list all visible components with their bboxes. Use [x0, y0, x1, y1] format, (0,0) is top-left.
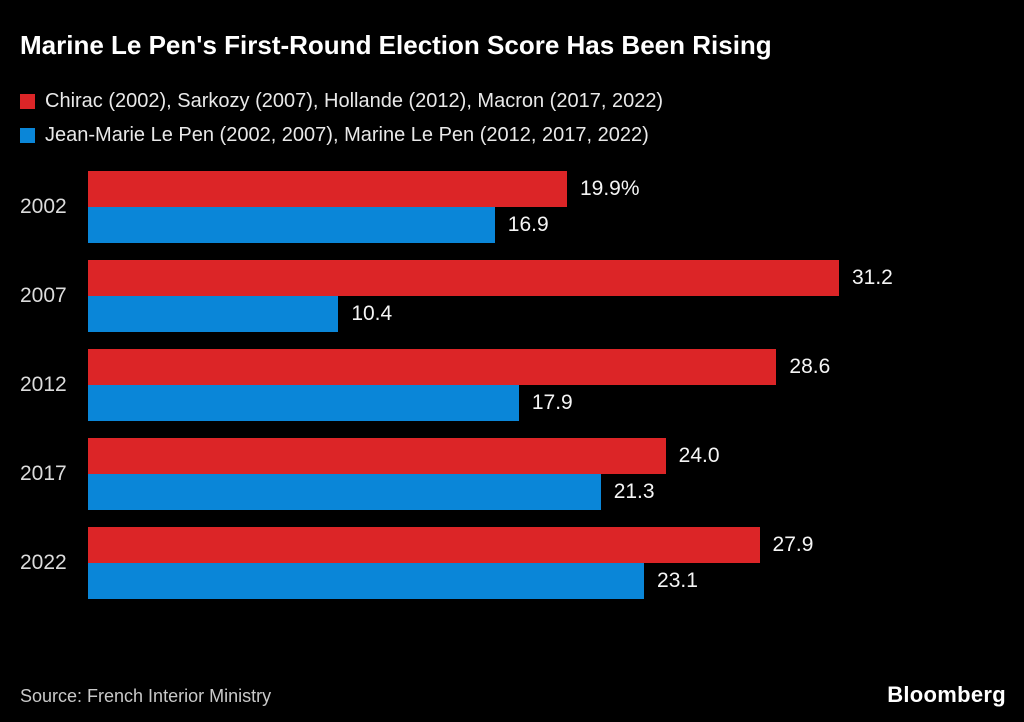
blue-swatch-icon: [20, 128, 35, 143]
value-label: 19.9%: [579, 177, 640, 200]
red-swatch-icon: [20, 94, 35, 109]
bars-2007: 31.2 10.4: [88, 260, 1004, 332]
value-label: 23.1: [657, 569, 698, 592]
bars-2002: 19.9% 16.9: [88, 171, 1004, 243]
red-bar-2002: 19.9%: [88, 171, 640, 207]
value-label: 21.3: [613, 480, 655, 503]
value-label: 27.9: [772, 533, 814, 556]
bar-group-2002: 2002 19.9% 16.9: [20, 171, 1004, 243]
bars-2012: 28.6 17.9: [88, 349, 1004, 421]
blue-bar-2012: 17.9: [88, 385, 573, 421]
value-label: 28.6: [789, 355, 831, 378]
value-label: 17.9: [531, 391, 573, 414]
year-label-2012: 2012: [20, 373, 67, 396]
value-label: 10.4: [351, 302, 393, 325]
blue-bar-2007: 10.4: [88, 296, 392, 332]
source-note: Source: French Interior Ministry: [20, 686, 272, 706]
red-bar-2022: 27.9: [88, 527, 813, 563]
bar-group-2012: 2012 28.6 17.9: [20, 349, 1004, 421]
year-label-2007: 2007: [20, 284, 67, 307]
year-label-2022: 2022: [20, 551, 67, 574]
value-label: 31.2: [851, 266, 893, 289]
year-label-2017: 2017: [20, 462, 67, 485]
red-bar-2007: 31.2: [88, 260, 893, 296]
bar-group-2022: 2022 27.9 23.1: [20, 527, 1004, 599]
legend-label-mainstream: Chirac (2002), Sarkozy (2007), Hollande …: [45, 90, 664, 112]
red-bar-2017: 24.0: [88, 438, 720, 474]
grouped-bar-chart: 2002 19.9% 16.9 2007 31.2 10.4 2012 28.6 17.9 201…: [20, 171, 1004, 599]
legend: Chirac (2002), Sarkozy (2007), Hollande …: [20, 90, 1004, 147]
bloomberg-logo: Bloomberg: [887, 682, 1006, 707]
legend-item-mainstream: Chirac (2002), Sarkozy (2007), Hollande …: [20, 90, 1004, 113]
bars-2022: 27.9 23.1: [88, 527, 1004, 599]
bars-2017: 24.0 21.3: [88, 438, 1004, 510]
value-label: 16.9: [507, 213, 549, 236]
blue-bar-2002: 16.9: [88, 207, 549, 243]
year-label-2002: 2002: [20, 195, 67, 218]
red-bar-2012: 28.6: [88, 349, 830, 385]
blue-bar-2022: 23.1: [88, 563, 698, 599]
chart-title: Marine Le Pen's First-Round Election Sco…: [20, 30, 772, 60]
value-label: 24.0: [678, 444, 720, 467]
blue-bar-2017: 21.3: [88, 474, 655, 510]
bar-group-2017: 2017 24.0 21.3: [20, 438, 1004, 510]
legend-label-lepen: Jean-Marie Le Pen (2002, 2007), Marine L…: [45, 124, 649, 146]
bar-group-2007: 2007 31.2 10.4: [20, 260, 1004, 332]
chart-footer: Source: French Interior Ministry Bloombe…: [20, 682, 1006, 708]
legend-item-lepen: Jean-Marie Le Pen (2002, 2007), Marine L…: [20, 124, 1004, 147]
